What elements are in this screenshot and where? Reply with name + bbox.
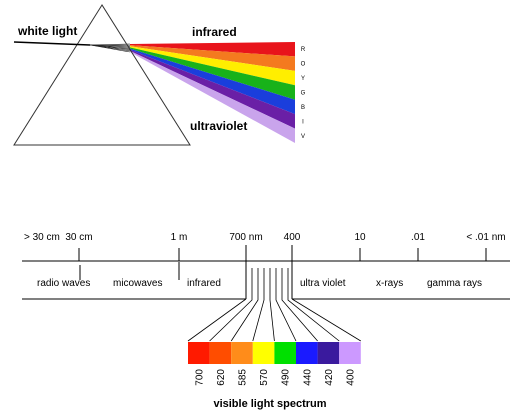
band-i [130,49,295,129]
scale-label: 1 m [171,232,188,243]
infrared-label: infrared [192,25,237,39]
color-swatch [274,342,296,364]
em-spectrum-section: > 30 cm 30 cm 1 m 700 nm 400 10 .01 < .01 nm ra… [22,232,510,342]
fan-line [275,268,297,342]
scale-label: 10 [354,232,366,243]
band-letter: Y [301,76,305,82]
scale-label: 400 [284,232,301,243]
wavelength-label: 700 [194,369,205,386]
region-label: ultra violet [300,278,346,289]
refracted-bands [130,42,295,143]
band-g [130,47,295,100]
band-letter: I [302,119,304,125]
color-swatch [339,342,361,364]
fan-line [287,268,340,342]
region-labels: radio waves micowaves infrared ultra violet… [37,278,482,289]
wavelength-label: 620 [216,369,227,386]
prism-section: white light infrared ultraviolet R O Y G B I V [13,4,306,146]
color-swatch [296,342,318,364]
band-letter: O [301,62,306,68]
band-r [130,42,295,57]
white-light-label: white light [17,24,77,38]
scale-labels: > 30 cm 30 cm 1 m 700 nm 400 10 .01 < .01 nm [24,232,506,243]
band-v [130,50,295,143]
region-label: x-rays [376,278,403,289]
color-swatch [188,342,210,364]
fan-line [291,298,362,342]
scale-label: 30 cm [65,232,92,243]
scale-ticks [78,248,487,280]
fan-line [252,268,265,342]
color-swatch [231,342,253,364]
band-letter: R [301,47,306,53]
scale-label: < .01 nm [466,232,505,243]
fan-line [209,268,253,342]
wavelength-label: 420 [324,369,335,386]
visible-caption: visible light spectrum [213,398,326,410]
wavelength-label: 490 [281,369,292,386]
band-letter: B [301,105,305,111]
color-swatches [188,342,361,364]
color-swatch [209,342,232,364]
band-b [130,48,295,115]
region-label: micowaves [113,278,162,289]
ray-line [89,44,131,53]
region-label: radio waves [37,278,90,289]
wavelength-label: 585 [238,369,249,386]
scale-label: 700 nm [229,232,262,243]
band-o [130,45,295,71]
band-divider-lines [89,43,131,53]
region-label: gamma rays [427,278,482,289]
fan-line [269,268,275,342]
band-letters: R O Y G B I V [301,47,306,140]
prism [13,4,191,146]
band-letter: G [301,91,306,97]
band-y [130,46,295,86]
white-light-beam [13,41,91,46]
scale-label: > 30 cm [24,232,60,243]
color-swatch [252,342,275,364]
band-letter: V [301,134,305,140]
scale-label: .01 [411,232,425,243]
wavelength-label: 400 [346,369,357,386]
fan-line [281,268,318,342]
fan-line [230,268,259,342]
wavelength-labels: 700 620 585 570 490 440 420 400 [194,369,356,386]
fan-line [187,298,247,342]
visible-spectrum-section: 700 620 585 570 490 440 420 400 visible light s… [188,342,361,410]
wavelength-label: 570 [259,369,270,386]
color-swatch [317,342,340,364]
visible-fan-lines [187,268,362,342]
region-label: infrared [187,278,221,289]
wavelength-label: 440 [302,369,313,386]
ultraviolet-label: ultraviolet [190,119,247,133]
